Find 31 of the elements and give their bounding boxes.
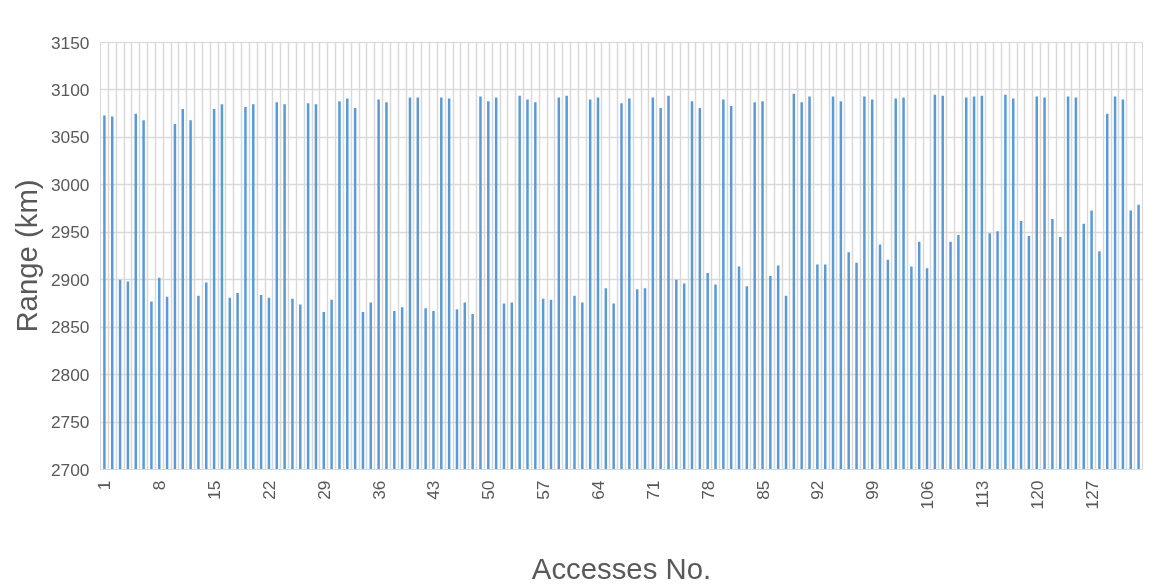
x-axis-title: Accesses No. bbox=[531, 552, 712, 586]
x-tick-label: 29 bbox=[313, 480, 334, 500]
x-tick-label: 127 bbox=[1081, 480, 1102, 510]
x-tick-label: 22 bbox=[258, 480, 279, 500]
x-tick-label: 15 bbox=[204, 480, 225, 500]
y-tick-label: 3150 bbox=[50, 32, 90, 53]
y-tick-label: 3000 bbox=[50, 174, 90, 195]
x-tick-label: 78 bbox=[697, 480, 718, 500]
y-tick-label: 3100 bbox=[50, 79, 90, 100]
x-tick-label: 92 bbox=[807, 480, 828, 500]
x-tick-label: 120 bbox=[1026, 480, 1047, 510]
x-tick-label: 50 bbox=[478, 480, 499, 500]
y-tick-label: 3050 bbox=[50, 127, 90, 148]
y-tick-label: 2950 bbox=[50, 222, 90, 243]
y-tick-label: 2800 bbox=[50, 364, 90, 385]
x-tick-label: 106 bbox=[917, 480, 938, 510]
y-axis-title: Range (km) bbox=[9, 179, 43, 333]
y-tick-label: 2900 bbox=[50, 269, 90, 290]
x-tick-label: 85 bbox=[752, 480, 773, 500]
x-tick-label: 36 bbox=[368, 480, 389, 500]
x-tick-label: 64 bbox=[588, 480, 608, 500]
y-tick-label: 2700 bbox=[50, 459, 90, 480]
y-tick-label: 2750 bbox=[50, 412, 90, 433]
x-tick-label: 71 bbox=[642, 480, 663, 500]
x-tick-label: 1 bbox=[94, 480, 115, 491]
x-tick-label: 113 bbox=[971, 480, 992, 509]
x-tick-label: 8 bbox=[149, 480, 170, 491]
x-tick-label: 57 bbox=[533, 480, 554, 500]
x-tick-label: 99 bbox=[862, 480, 883, 500]
x-tick-label: 43 bbox=[423, 480, 444, 500]
y-tick-label: 2850 bbox=[50, 317, 90, 338]
